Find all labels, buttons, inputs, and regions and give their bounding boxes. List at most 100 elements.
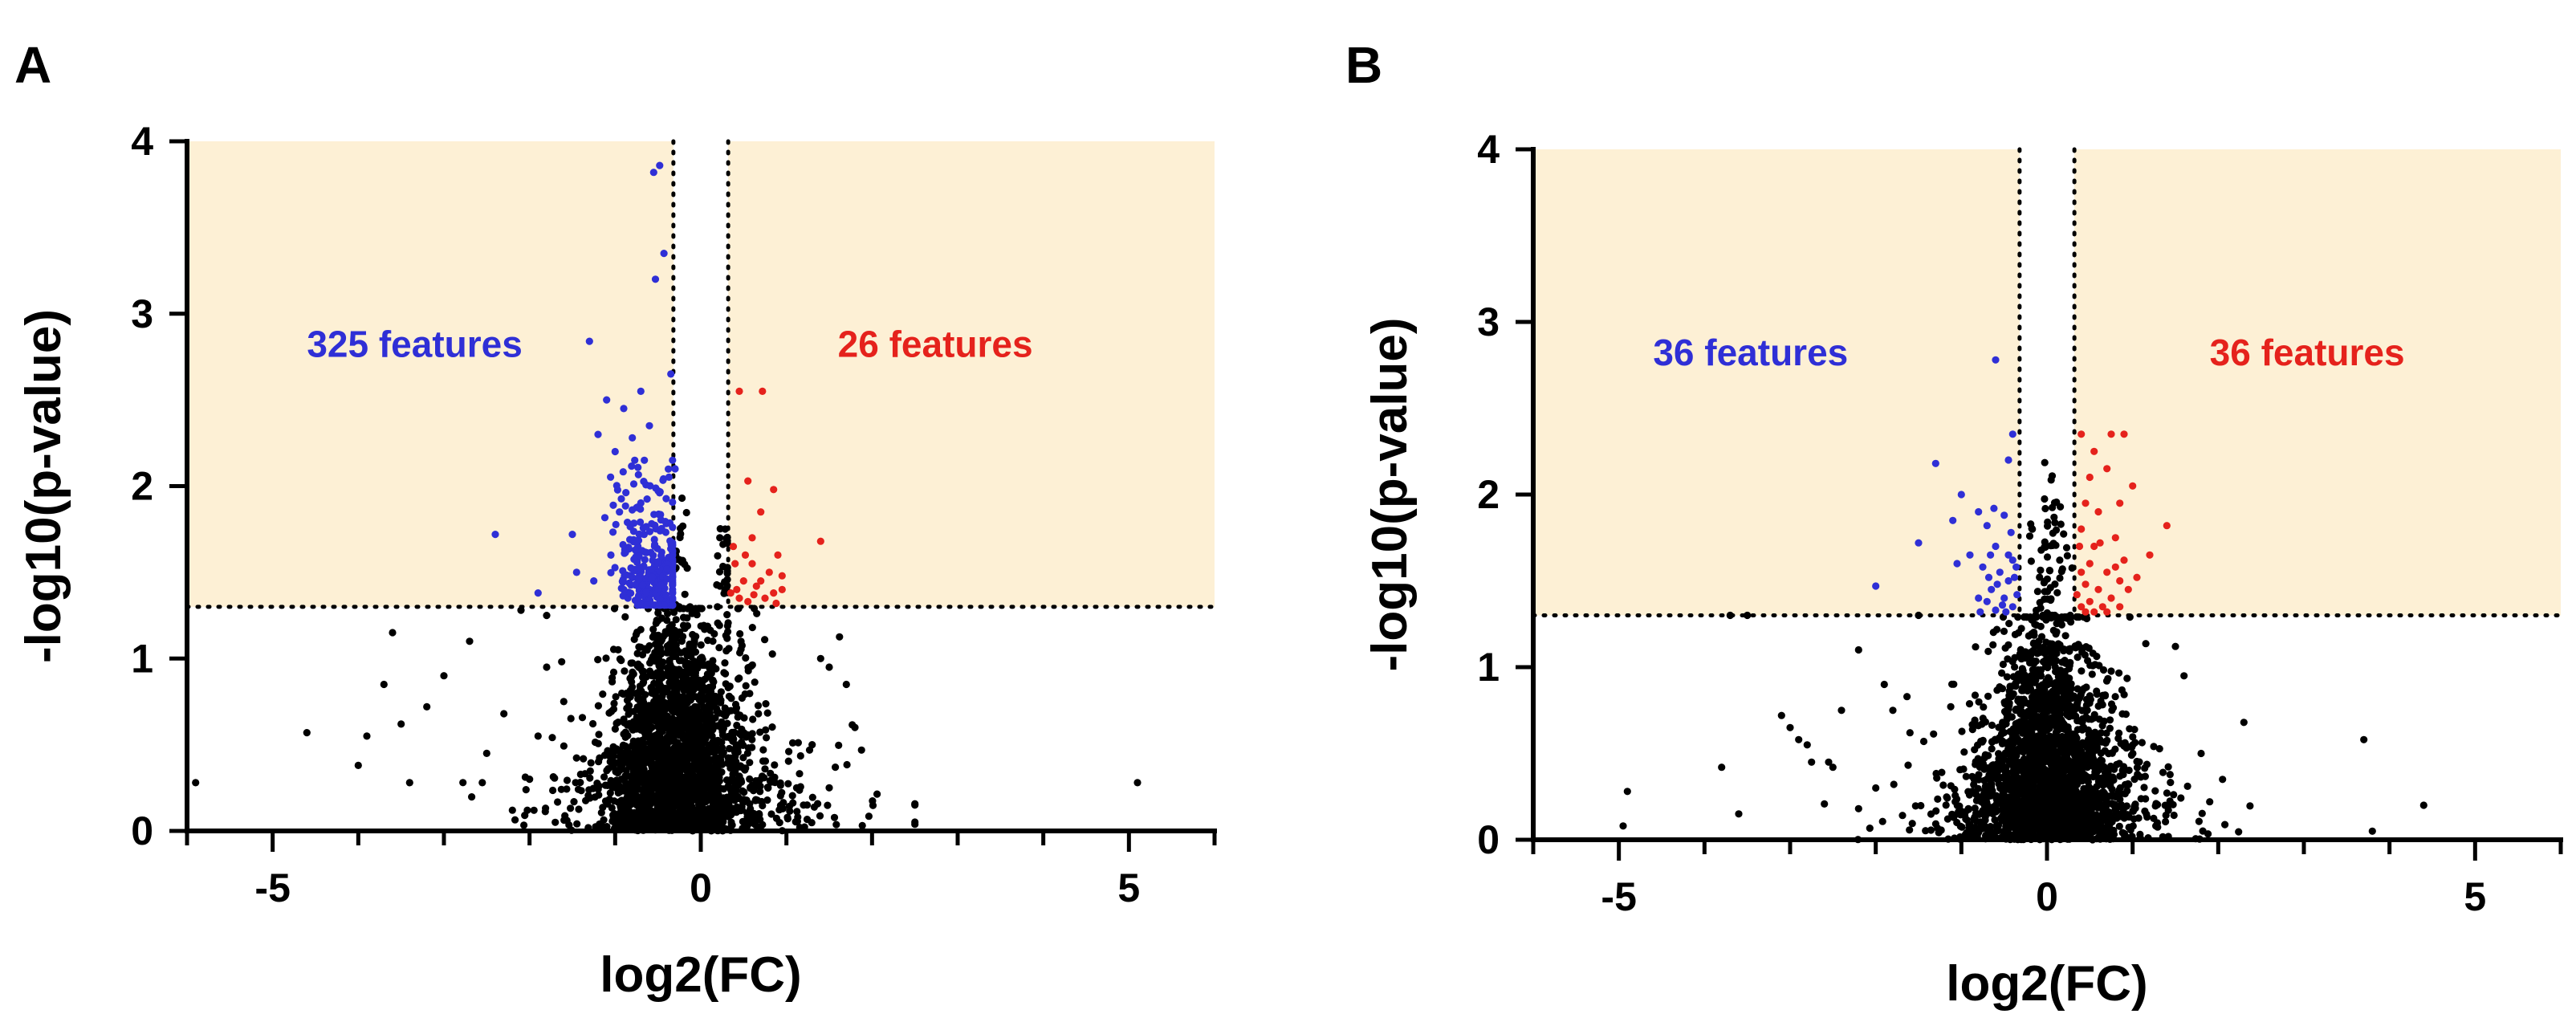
panel-a-point-ns xyxy=(600,773,608,781)
panel-a-point-ns xyxy=(681,590,689,598)
panel-a-x-tick-label: 0 xyxy=(690,865,712,910)
panel-a-point-ns xyxy=(637,726,645,735)
panel-b-point-ns xyxy=(1951,792,1959,800)
panel-a-up-annotation: 26 features xyxy=(838,323,1033,364)
panel-a-point-ns xyxy=(669,723,678,731)
panel-a-point-down xyxy=(619,468,627,476)
panel-b-point-ns xyxy=(2063,755,2071,763)
panel-b-point-ns xyxy=(2020,812,2028,820)
panel-a-point-ns xyxy=(674,747,682,755)
panel-a-point-down xyxy=(651,540,659,548)
panel-a-point-ns xyxy=(664,609,672,618)
panel-a-point-ns xyxy=(723,533,731,542)
panel-b-point-ns xyxy=(1956,811,1964,819)
panel-a-point-ns xyxy=(676,701,684,709)
panel-a-point-ns xyxy=(641,743,649,752)
panel-a-point-ns xyxy=(303,729,311,737)
panel-a-point-up xyxy=(739,577,747,585)
panel-b-upregulated-region xyxy=(2074,149,2561,616)
panel-b-point-ns xyxy=(2183,782,2191,791)
panel-a-point-ns xyxy=(617,748,625,756)
panel-a-point-ns xyxy=(704,637,712,645)
panel-b-point-ns xyxy=(2053,620,2061,628)
panel-a-point-down xyxy=(669,581,677,589)
panel-b-point-ns xyxy=(2077,718,2086,726)
panel-a-point-ns xyxy=(681,780,689,788)
panel-a-point-ns xyxy=(661,701,669,709)
panel-a-point-ns xyxy=(788,739,797,747)
panel-b-point-ns xyxy=(1953,818,1961,827)
panel-a-point-ns xyxy=(621,613,629,621)
panel-a-point-ns xyxy=(645,804,653,813)
panel-a-point-ns xyxy=(739,787,747,795)
panel-a-point-ns xyxy=(700,683,708,692)
panel-a-point-ns xyxy=(776,781,784,789)
panel-b-point-ns xyxy=(2198,809,2206,817)
panel-a-point-ns xyxy=(680,695,688,704)
panel-a-point-ns xyxy=(701,746,709,754)
panel-b-point-ns xyxy=(2003,830,2011,838)
panel-a-point-ns xyxy=(647,656,656,664)
panel-a-point-up xyxy=(778,585,786,594)
panel-b-point-ns xyxy=(1943,793,1951,801)
panel-b-point-ns xyxy=(2108,791,2116,800)
panel-b-point-ns xyxy=(2166,771,2174,779)
panel-a-point-ns xyxy=(669,808,678,817)
panel-b-point-ns xyxy=(1975,771,1983,779)
panel-b-point-ns xyxy=(1972,796,1980,804)
panel-a-point-ns xyxy=(719,562,727,571)
panel-a-point-down xyxy=(669,570,677,578)
panel-b-point-ns xyxy=(2072,705,2080,713)
panel-a-point-ns xyxy=(702,793,710,801)
panel-b-point-ns xyxy=(1919,737,1928,746)
panel-a-point-ns xyxy=(637,687,645,695)
panel-a-point-down xyxy=(639,580,647,589)
panel-a-point-ns xyxy=(706,743,714,751)
panel-a-point-ns xyxy=(758,797,766,806)
panel-a-point-ns xyxy=(679,731,687,739)
panel-a-point-ns xyxy=(714,746,722,754)
panel-a-point-ns xyxy=(589,719,597,728)
panel-a-point-ns xyxy=(789,799,797,807)
panel-a-point-down xyxy=(617,495,625,503)
panel-a-point-ns xyxy=(672,616,680,624)
panel-a-point-ns xyxy=(633,811,641,819)
panel-b-point-ns xyxy=(2071,770,2079,779)
panel-a-point-ns xyxy=(796,751,804,760)
panel-b-point-ns xyxy=(1937,826,1945,834)
panel-a-point-down xyxy=(631,546,640,554)
panel-a-point-ns xyxy=(468,793,476,801)
panel-a-point-ns xyxy=(736,629,744,638)
panel-a-point-ns xyxy=(748,735,756,743)
panel-b-point-ns xyxy=(2030,629,2038,637)
panel-a-point-ns xyxy=(612,693,620,701)
panel-b-point-ns xyxy=(2015,744,2023,753)
panel-a-point-ns xyxy=(478,779,486,787)
panel-b-point-ns xyxy=(2143,760,2151,768)
panel-a-point-ns xyxy=(677,530,685,538)
panel-a-point-ns xyxy=(397,720,405,728)
panel-a-point-ns xyxy=(714,552,722,560)
panel-b-point-ns xyxy=(2057,807,2065,815)
panel-a-point-ns xyxy=(715,568,724,576)
panel-a-point-ns xyxy=(678,792,686,800)
panel-b-point-ns xyxy=(1960,748,1968,756)
panel-b-point-ns xyxy=(2027,761,2035,769)
panel-a-point-ns xyxy=(742,654,750,662)
panel-a-point-down xyxy=(491,531,499,539)
panel-a-point-down xyxy=(622,489,630,497)
panel-b-point-ns xyxy=(2106,716,2114,724)
panel-a-point-down xyxy=(657,581,665,589)
panel-a-point-ns xyxy=(635,785,643,793)
panel-b-point-ns xyxy=(1995,750,2003,758)
panel-b-point-ns xyxy=(1911,802,1919,810)
panel-b-point-ns xyxy=(2000,627,2008,636)
panel-a-point-ns xyxy=(669,649,678,657)
panel-a-point-ns xyxy=(682,754,690,762)
panel-a-point-ns xyxy=(716,534,724,542)
panel-a-point-down xyxy=(645,421,653,430)
panel-a-point-ns xyxy=(678,558,686,566)
panel-a-point-ns xyxy=(655,695,663,703)
